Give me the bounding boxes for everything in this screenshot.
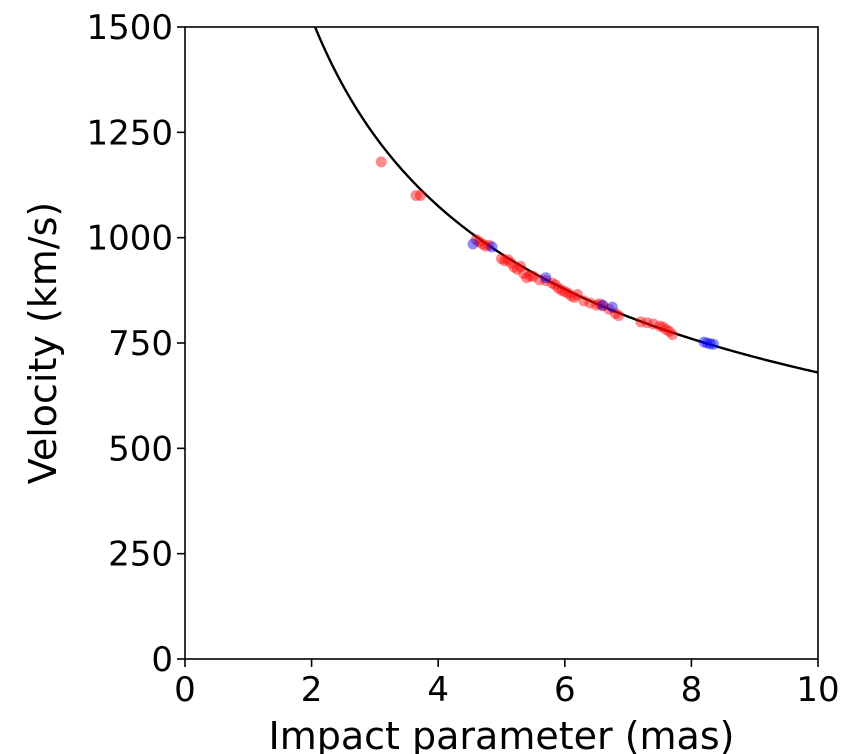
scatter-point bbox=[594, 298, 606, 310]
x-tick-label: 4 bbox=[427, 670, 449, 710]
axes: 0 2 4 6 8 10 0 250 500 750 1000 1250 1500 bbox=[86, 8, 839, 710]
scatter-point bbox=[480, 240, 492, 252]
scatter-point bbox=[518, 267, 530, 279]
y-axis-label: Velocity (km/s) bbox=[21, 202, 65, 484]
scatter-point bbox=[524, 270, 536, 282]
scatter-point bbox=[549, 279, 561, 291]
scatter-point bbox=[552, 282, 564, 294]
scatter-point bbox=[527, 270, 539, 282]
scatter-point bbox=[613, 310, 625, 322]
scatter-point bbox=[499, 255, 511, 267]
scatter-point bbox=[584, 297, 596, 309]
y-tick-label: 1500 bbox=[86, 8, 173, 48]
scatter-point bbox=[533, 274, 545, 286]
y-tick-label: 750 bbox=[108, 324, 173, 364]
scatter-point bbox=[654, 320, 666, 332]
scatter-point bbox=[483, 239, 495, 251]
scatter-point bbox=[635, 316, 647, 328]
plot-marks bbox=[313, 27, 818, 374]
x-axis-label: Impact parameter (mas) bbox=[269, 714, 735, 754]
scatter-point bbox=[641, 317, 653, 329]
scatter-point bbox=[609, 308, 621, 320]
scatter-point bbox=[514, 260, 526, 272]
scatter-point bbox=[578, 295, 590, 307]
x-tick-label: 6 bbox=[554, 670, 576, 710]
x-tick-label: 0 bbox=[174, 670, 196, 710]
scatter-point bbox=[565, 290, 577, 302]
scatter-point bbox=[590, 299, 602, 311]
scatter-point bbox=[571, 289, 583, 301]
scatter-point bbox=[473, 236, 485, 248]
scatter-point bbox=[540, 275, 552, 287]
y-tick-label: 1000 bbox=[86, 219, 173, 259]
scatter-point bbox=[698, 336, 710, 348]
scatter-point bbox=[666, 329, 678, 341]
scatter-point bbox=[663, 325, 675, 337]
scatter-point bbox=[704, 338, 716, 350]
scatter-point bbox=[467, 238, 479, 250]
plot-area bbox=[185, 27, 818, 659]
scatter-point bbox=[660, 324, 672, 336]
scatter-point bbox=[502, 254, 514, 266]
x-tick-label: 2 bbox=[301, 670, 323, 710]
scatter-point bbox=[559, 286, 571, 298]
scatter-point bbox=[470, 234, 482, 246]
scatter-point bbox=[562, 287, 574, 299]
scatter-point bbox=[477, 238, 489, 250]
scatter-point bbox=[508, 261, 520, 273]
fit-curve bbox=[313, 27, 818, 374]
scatter-point bbox=[647, 318, 659, 330]
y-tick-label: 0 bbox=[151, 640, 173, 680]
scatter-point bbox=[521, 272, 533, 284]
scatter-point bbox=[511, 263, 523, 275]
scatter-point bbox=[505, 257, 517, 269]
scatter-point bbox=[546, 277, 558, 289]
scatter-point bbox=[486, 241, 498, 253]
y-tick-label: 500 bbox=[108, 429, 173, 469]
scatter-point bbox=[496, 253, 507, 265]
scatter-point bbox=[375, 156, 387, 168]
scatter-point bbox=[708, 338, 720, 350]
scatter-point bbox=[657, 321, 669, 333]
x-tick-label: 10 bbox=[796, 670, 839, 710]
scatter-point bbox=[597, 299, 609, 311]
scatter-point bbox=[414, 190, 426, 202]
y-tick-label: 250 bbox=[108, 535, 173, 575]
scatter-point bbox=[606, 301, 618, 313]
scatter-point bbox=[410, 190, 422, 202]
scatter-point bbox=[568, 291, 580, 303]
scatter-point bbox=[597, 300, 609, 312]
scatter-point bbox=[540, 272, 552, 284]
x-tick-label: 8 bbox=[681, 670, 703, 710]
scatter-point bbox=[701, 337, 713, 349]
scatter-point bbox=[556, 284, 568, 296]
scatter-point bbox=[603, 303, 615, 315]
y-tick-label: 1250 bbox=[86, 113, 173, 153]
